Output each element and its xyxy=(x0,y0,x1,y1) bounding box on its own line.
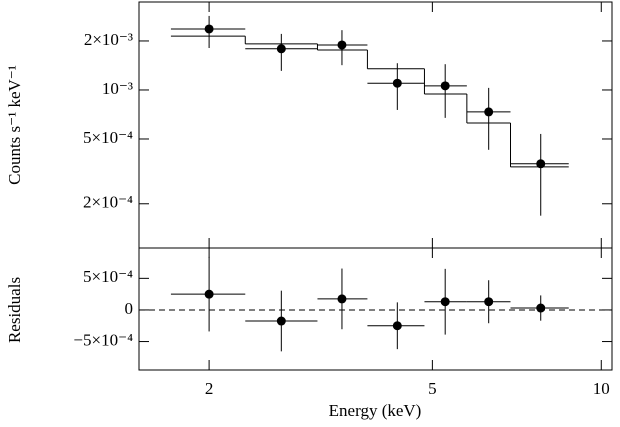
y-tick-label: 0 xyxy=(125,299,134,318)
y-axis-title: Counts s⁻¹ keV⁻¹ xyxy=(5,65,24,185)
y-tick-label: 5×10⁻⁴ xyxy=(83,267,133,286)
data-point xyxy=(204,24,214,34)
x-tick-label: 2 xyxy=(205,379,214,398)
data-point xyxy=(392,78,402,88)
model-connector xyxy=(244,36,512,167)
residual-axis-title: Residuals xyxy=(5,277,24,343)
data-point xyxy=(204,289,214,299)
y-tick-label: 2×10⁻³ xyxy=(84,30,133,49)
data-point xyxy=(392,321,402,331)
data-point xyxy=(276,44,286,54)
x-tick-label: 10 xyxy=(593,379,610,398)
x-axis-title: Energy (keV) xyxy=(329,401,422,420)
data-point xyxy=(484,297,494,307)
y-tick-label: −5×10⁻⁴ xyxy=(73,330,133,349)
data-point xyxy=(337,40,347,50)
y-tick-label: 2×10⁻⁴ xyxy=(83,193,133,212)
data-point xyxy=(337,294,347,304)
y-tick-label: 5×10⁻⁴ xyxy=(83,128,133,147)
bottom-frame xyxy=(138,247,613,371)
data-point xyxy=(440,297,450,307)
data-point xyxy=(536,159,546,169)
data-point xyxy=(276,316,286,326)
data-point xyxy=(536,303,546,313)
y-tick-label: 10⁻³ xyxy=(102,79,133,98)
x-tick-label: 5 xyxy=(428,379,437,398)
data-point xyxy=(440,81,450,91)
data-point xyxy=(484,107,494,117)
